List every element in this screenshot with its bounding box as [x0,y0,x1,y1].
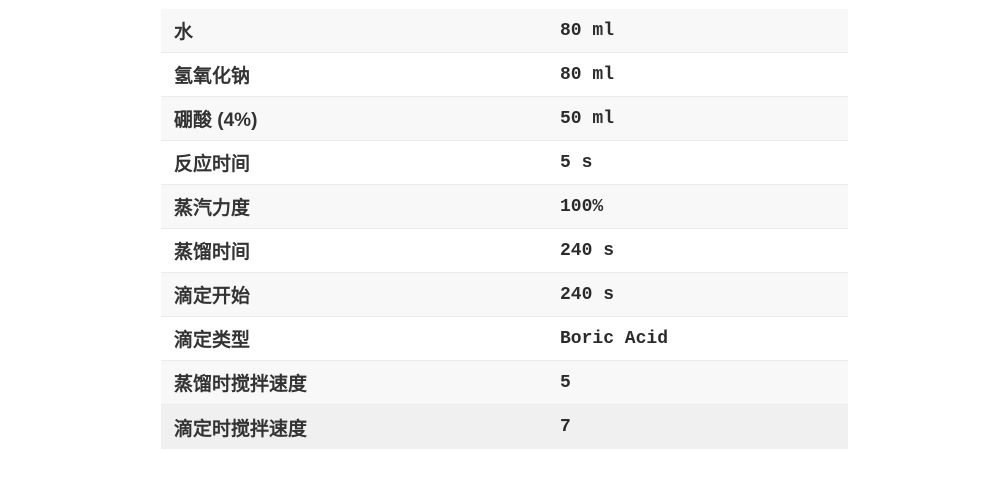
param-label: 滴定类型 [174,330,251,351]
table-row-titration-stir-speed[interactable]: 滴定时搅拌速度 7 [161,405,848,449]
param-value: 100% [560,196,604,217]
table-row-titration-type[interactable]: 滴定类型 Boric Acid [161,317,848,361]
table-row-water[interactable]: 水 80 ml [161,9,848,53]
table-row-distillation-stir-speed[interactable]: 蒸馏时搅拌速度 5 [161,361,848,405]
param-value: 5 s [560,152,593,173]
param-label: 硼酸 (4%) [174,110,258,131]
table-row-boric-acid[interactable]: 硼酸 (4%) 50 ml [161,97,848,141]
param-label: 反应时间 [174,154,251,175]
param-value: 80 ml [560,64,615,85]
param-label: 氢氧化钠 [174,66,251,87]
param-label: 水 [174,22,194,43]
param-value: 7 [560,417,571,437]
table-row-steam-power[interactable]: 蒸汽力度 100% [161,185,848,229]
param-value: 80 ml [560,20,615,41]
param-label: 滴定时搅拌速度 [174,418,308,440]
param-label: 滴定开始 [174,286,251,307]
table-row-distillation-time[interactable]: 蒸馏时间 240 s [161,229,848,273]
table-row-sodium-hydroxide[interactable]: 氢氧化钠 80 ml [161,53,848,97]
param-value: 50 ml [560,108,615,129]
table-row-reaction-time[interactable]: 反应时间 5 s [161,141,848,185]
param-label: 蒸馏时间 [174,242,251,263]
param-label: 蒸馏时搅拌速度 [174,374,308,395]
param-value: 240 s [560,240,615,261]
param-value: 5 [560,372,571,393]
parameter-table: 水 80 ml 氢氧化钠 80 ml 硼酸 (4%) 50 ml 反应时间 5 … [161,9,848,449]
param-label: 蒸汽力度 [174,198,251,219]
table-row-titration-start[interactable]: 滴定开始 240 s [161,273,848,317]
param-value: Boric Acid [560,328,669,349]
param-value: 240 s [560,284,615,305]
